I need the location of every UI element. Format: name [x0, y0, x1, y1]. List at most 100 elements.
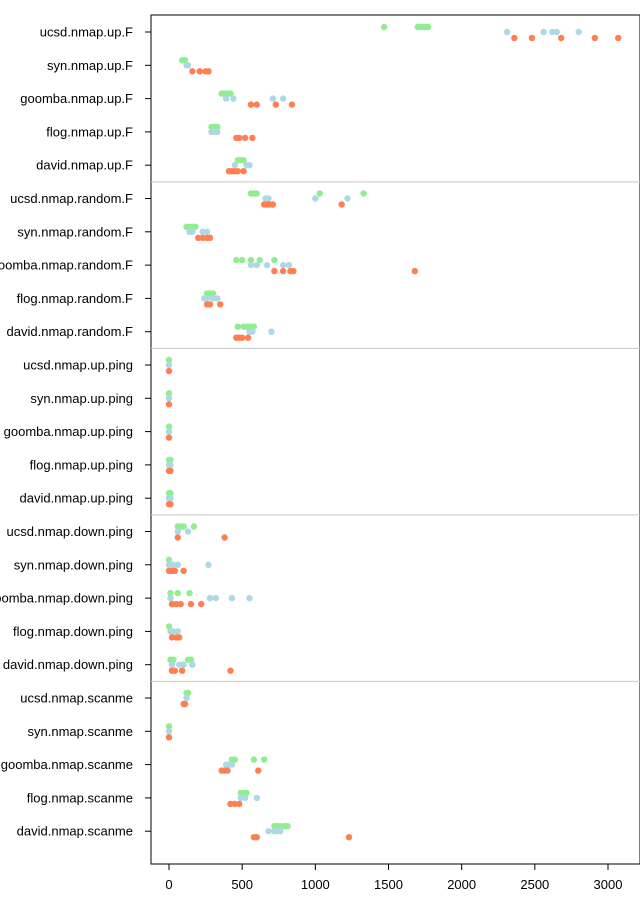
point-blue [174, 628, 181, 635]
point-green [167, 490, 174, 497]
point-orange [227, 667, 234, 674]
point-orange [165, 367, 173, 375]
point-orange [288, 101, 296, 108]
point-blue [253, 261, 260, 269]
point-orange [167, 467, 174, 475]
point-blue [165, 395, 173, 402]
x-tick-label: 3000 [594, 877, 623, 892]
point-blue [209, 295, 217, 302]
point-blue [170, 561, 177, 568]
y-tick-label: goomba.nmap.random.F [0, 258, 133, 273]
point-green [240, 157, 247, 164]
y-tick-label: syn.nmap.up.F [47, 58, 133, 73]
point-blue [203, 295, 211, 302]
y-tick-label: ucsd.nmap.up.ping [23, 358, 133, 373]
point-orange [181, 700, 189, 708]
point-green [184, 689, 192, 697]
point-green [165, 623, 173, 630]
point-green [170, 656, 177, 663]
point-green [214, 123, 221, 131]
point-orange [240, 168, 247, 175]
point-orange [241, 134, 249, 142]
point-blue [265, 828, 272, 835]
point-orange [205, 68, 212, 75]
point-blue [540, 28, 547, 36]
point-orange [231, 800, 239, 808]
point-orange [255, 767, 262, 774]
x-tick-label: 2500 [520, 877, 549, 892]
point-blue [165, 428, 173, 435]
point-green [271, 256, 278, 264]
point-blue [189, 228, 196, 235]
point-orange [511, 34, 518, 42]
point-blue [246, 162, 253, 169]
point-green [424, 23, 432, 31]
point-green [243, 789, 250, 797]
point-orange [227, 800, 234, 808]
point-green [246, 323, 253, 330]
point-orange [174, 534, 181, 541]
point-orange [167, 501, 174, 508]
point-green [190, 523, 198, 530]
y-tick-label: syn.nmap.down.ping [14, 557, 133, 572]
point-blue [269, 95, 277, 102]
y-tick-label: syn.nmap.up.ping [30, 391, 133, 406]
point-green [284, 823, 291, 830]
y-tick-label: david.nmap.scanme [17, 824, 133, 839]
point-blue [230, 95, 237, 102]
point-green [260, 756, 268, 763]
point-orange [244, 334, 252, 341]
y-tick-label: ucsd.nmap.up.F [40, 25, 133, 40]
point-blue [344, 195, 351, 202]
point-blue [168, 661, 176, 668]
y-tick-label: syn.nmap.random.F [17, 224, 133, 239]
y-tick-label: goomba.nmap.up.ping [4, 424, 133, 439]
point-orange [168, 634, 176, 641]
point-orange [591, 34, 599, 42]
point-green [234, 323, 241, 330]
point-green [227, 90, 234, 97]
data-points [165, 23, 622, 841]
point-green [174, 589, 181, 597]
point-orange [187, 600, 195, 608]
y-tick-label: syn.nmap.scanme [28, 724, 134, 739]
point-orange [528, 34, 536, 42]
point-orange [238, 334, 246, 341]
point-blue [214, 128, 221, 136]
point-orange [236, 134, 243, 142]
point-green [233, 256, 240, 264]
y-tick-label: david.nmap.random.F [7, 324, 134, 339]
y-tick-label: david.nmap.up.F [36, 158, 133, 173]
point-green [256, 256, 263, 264]
point-orange [290, 267, 297, 275]
point-blue [265, 195, 272, 202]
point-green [165, 356, 173, 364]
point-orange [195, 234, 202, 241]
point-orange [178, 667, 186, 674]
point-blue [253, 794, 260, 802]
point-orange [272, 101, 280, 108]
point-blue [575, 28, 582, 36]
point-green [181, 57, 189, 64]
point-orange [234, 168, 241, 175]
point-blue [279, 95, 287, 102]
point-blue [247, 261, 255, 269]
point-blue [203, 228, 211, 235]
y-tick-label: flog.nmap.up.ping [30, 457, 133, 472]
point-orange [557, 34, 565, 42]
y-tick-label: goomba.nmap.down.ping [0, 591, 133, 606]
point-green [167, 456, 174, 464]
point-orange [165, 434, 173, 441]
point-blue [174, 528, 181, 535]
point-blue [228, 761, 236, 768]
y-axis-labels: ucsd.nmap.up.F syn.nmap.up.F goomba.nmap.u… [0, 25, 133, 839]
point-blue [214, 295, 221, 302]
point-orange [269, 201, 277, 208]
y-tick-label: flog.nmap.random.F [17, 291, 133, 306]
point-blue [167, 461, 174, 469]
point-green [187, 656, 195, 663]
point-blue [237, 794, 244, 802]
point-orange [177, 600, 184, 608]
point-orange [411, 267, 419, 275]
